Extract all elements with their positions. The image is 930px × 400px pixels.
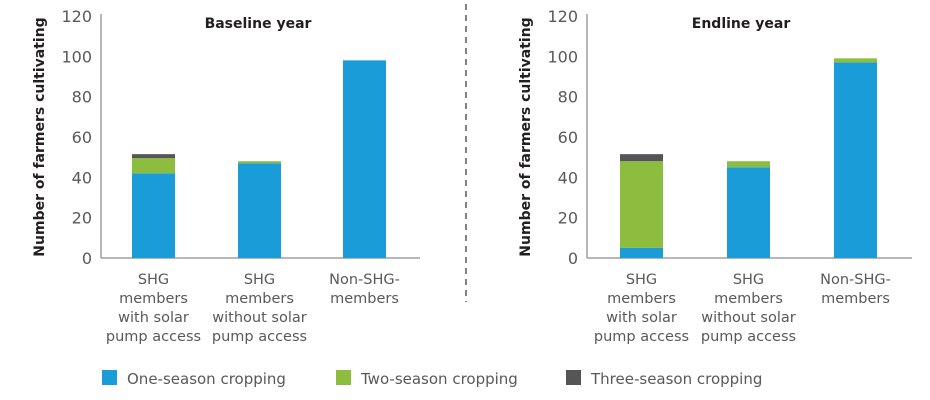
- bar-one-season-cropping: [620, 247, 663, 258]
- y-tick-label: 100: [547, 47, 578, 66]
- x-tick-label: members: [225, 291, 294, 307]
- y-tick-label: 80: [72, 88, 92, 107]
- x-tick-label: with solar: [118, 310, 189, 326]
- x-tick-label: SHG: [244, 272, 275, 288]
- bar-three-season-cropping: [620, 154, 663, 162]
- bar-one-season-cropping: [834, 62, 877, 259]
- y-tick-label: 60: [558, 128, 578, 147]
- y-tick-label: 0: [82, 249, 92, 268]
- x-tick-label: SHG: [626, 272, 657, 288]
- bar-one-season-cropping: [343, 60, 386, 258]
- x-tick-label: members: [714, 291, 783, 307]
- legend: One-season cropping Two-season cropping Th…: [102, 370, 762, 388]
- y-tick-label: 60: [72, 128, 92, 147]
- x-tick-label: pump access: [594, 329, 689, 345]
- panel-endline: 0 20 40 60 80 100 120 Number of farmers cultiva…: [518, 7, 912, 345]
- y-axis-title: Number of farmers cultivating: [32, 17, 48, 256]
- x-tick-label: pump access: [701, 329, 796, 345]
- y-tick-label: 80: [558, 88, 578, 107]
- x-tick-label: SHG: [733, 272, 764, 288]
- legend-label: Three-season cropping: [590, 370, 762, 388]
- x-tick-label: without solar: [701, 310, 795, 326]
- bar-two-season-cropping: [620, 161, 663, 248]
- x-tick-label: SHG: [138, 272, 169, 288]
- bar-two-season-cropping: [834, 58, 877, 63]
- legend-swatch: [566, 370, 581, 385]
- chart-title: Endline year: [692, 16, 791, 32]
- y-tick-label: 20: [72, 209, 92, 228]
- y-tick-label: 120: [61, 7, 92, 26]
- bar-three-season-cropping: [132, 154, 175, 159]
- y-tick-label: 120: [547, 7, 578, 26]
- chart-title: Baseline year: [205, 16, 312, 32]
- bar-one-season-cropping: [727, 167, 770, 258]
- y-tick-label: 40: [72, 168, 92, 187]
- bar-two-season-cropping: [238, 161, 281, 164]
- x-tick-label: members: [607, 291, 676, 307]
- x-tick-label: Non-SHG-: [329, 272, 400, 288]
- bar-two-season-cropping: [132, 158, 175, 174]
- panel-baseline: 0 20 40 60 80 100 120 Number of farmers cultiva…: [32, 7, 420, 345]
- legend-swatch: [102, 370, 117, 385]
- legend-swatch: [336, 370, 351, 385]
- x-tick-label: pump access: [106, 329, 201, 345]
- x-tick-label: with solar: [606, 310, 677, 326]
- x-tick-label: members: [821, 291, 890, 307]
- x-tick-label: Non-SHG-: [820, 272, 891, 288]
- bar-one-season-cropping: [238, 163, 281, 258]
- legend-label: Two-season cropping: [360, 370, 518, 388]
- x-tick-label: pump access: [212, 329, 307, 345]
- legend-label: One-season cropping: [127, 370, 286, 388]
- x-tick-label: members: [119, 291, 188, 307]
- y-tick-label: 20: [558, 209, 578, 228]
- y-axis-title: Number of farmers cultivating: [518, 17, 534, 256]
- bar-two-season-cropping: [727, 161, 770, 168]
- x-tick-label: without solar: [212, 310, 306, 326]
- y-tick-label: 100: [61, 47, 92, 66]
- y-tick-label: 40: [558, 168, 578, 187]
- x-tick-label: members: [330, 291, 399, 307]
- bar-one-season-cropping: [132, 173, 175, 258]
- y-tick-label: 0: [568, 249, 578, 268]
